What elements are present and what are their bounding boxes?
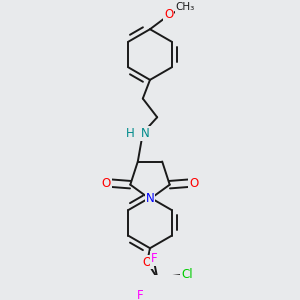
- Text: O: O: [164, 8, 173, 21]
- Text: F: F: [137, 289, 144, 300]
- Text: O: O: [102, 177, 111, 190]
- Text: O: O: [142, 256, 152, 268]
- Text: H: H: [125, 127, 134, 140]
- Text: Cl: Cl: [181, 268, 193, 281]
- Text: CH₃: CH₃: [176, 2, 195, 12]
- Text: F: F: [151, 252, 158, 265]
- Text: N: N: [146, 193, 154, 206]
- Text: O: O: [189, 177, 198, 190]
- Text: N: N: [141, 127, 150, 140]
